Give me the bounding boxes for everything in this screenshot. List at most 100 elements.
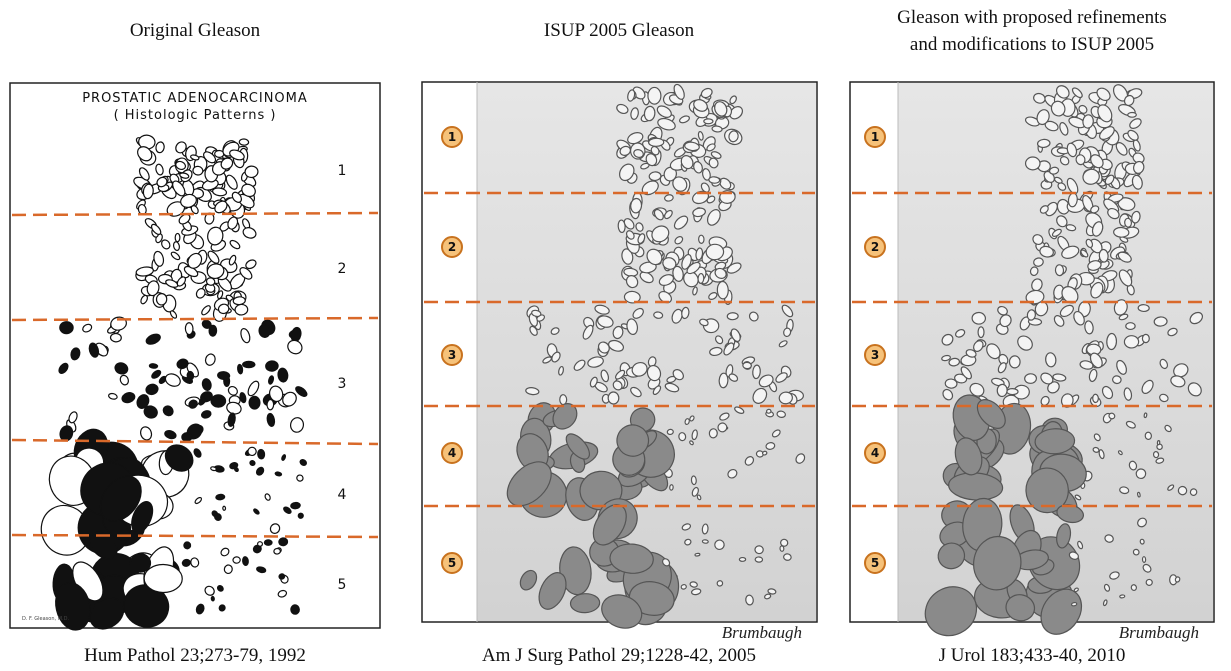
gland (239, 392, 247, 404)
gland (672, 368, 684, 381)
pattern-badge (441, 344, 463, 366)
gland (699, 318, 709, 327)
gland (632, 307, 644, 319)
gland (1088, 368, 1098, 383)
gland (295, 386, 308, 397)
gland (778, 391, 793, 405)
gland (656, 105, 672, 118)
gland (944, 378, 958, 389)
gland (273, 547, 281, 555)
gland (627, 89, 636, 102)
gland (1108, 412, 1116, 420)
gland (1113, 226, 1130, 238)
gland (210, 394, 227, 408)
gland (89, 597, 125, 630)
gland (1116, 359, 1128, 375)
gland (220, 157, 234, 170)
pattern-number: 5 (448, 556, 456, 570)
gland (1137, 517, 1147, 528)
gland (716, 580, 724, 587)
gland (187, 252, 203, 269)
gland (680, 155, 694, 170)
gland (1075, 154, 1086, 166)
gland (277, 367, 289, 383)
gland (1159, 393, 1169, 403)
gland (186, 370, 195, 381)
gland (150, 223, 162, 235)
gland (693, 161, 703, 174)
gland (710, 151, 722, 159)
gland (1078, 104, 1088, 114)
pattern-number: 2 (448, 240, 456, 254)
gland (525, 387, 540, 396)
gland (1082, 168, 1100, 185)
gland (195, 603, 205, 615)
gland (612, 380, 623, 391)
gland (1017, 335, 1033, 351)
gland (143, 563, 183, 594)
gland (190, 557, 200, 568)
pattern-number: 4 (338, 487, 347, 503)
gland (278, 537, 289, 547)
gland (646, 364, 662, 382)
gland (1141, 379, 1154, 394)
gland (531, 309, 542, 318)
gland (954, 373, 968, 384)
gland (973, 535, 1022, 591)
gland (767, 588, 777, 595)
gland (1189, 488, 1198, 496)
gland (223, 564, 233, 575)
gland (1133, 160, 1145, 174)
gland (161, 239, 171, 250)
gland (1082, 114, 1094, 129)
gland (227, 385, 238, 396)
gland (752, 364, 761, 380)
gland (683, 271, 699, 288)
gland (1167, 484, 1175, 491)
gland (941, 354, 951, 362)
gland (764, 593, 772, 600)
gland (680, 584, 687, 590)
gland (258, 323, 271, 338)
gland (227, 412, 236, 427)
gland (679, 115, 690, 124)
gland (240, 327, 251, 344)
pattern-badge (441, 236, 463, 258)
gland (137, 146, 153, 162)
gland (1118, 269, 1133, 287)
gland (597, 341, 610, 354)
gland (88, 342, 100, 358)
gland (582, 324, 594, 340)
gland (282, 391, 297, 407)
gland (1123, 387, 1133, 401)
gland (696, 494, 702, 501)
gland (614, 369, 626, 380)
gland (131, 501, 154, 534)
gland (1117, 251, 1132, 263)
gland (234, 303, 249, 316)
gland (1137, 304, 1150, 313)
gland (673, 83, 685, 100)
gland (216, 584, 224, 592)
gland (1177, 485, 1188, 496)
gland (164, 373, 181, 387)
gland (1052, 373, 1067, 382)
gland (1051, 228, 1062, 237)
gland (217, 303, 230, 315)
gland (1113, 299, 1128, 316)
pattern-number: 1 (448, 130, 456, 144)
gland (281, 454, 287, 461)
gland (1087, 260, 1102, 271)
gland (728, 130, 739, 143)
gland (1109, 571, 1120, 580)
gland (1090, 154, 1104, 169)
gland (714, 267, 727, 279)
gland (779, 545, 785, 552)
gland (758, 374, 774, 388)
gland (742, 361, 752, 370)
gland (138, 167, 150, 181)
gland (684, 418, 690, 425)
gland (1073, 310, 1085, 326)
gland (135, 266, 154, 277)
gland (1039, 245, 1054, 258)
